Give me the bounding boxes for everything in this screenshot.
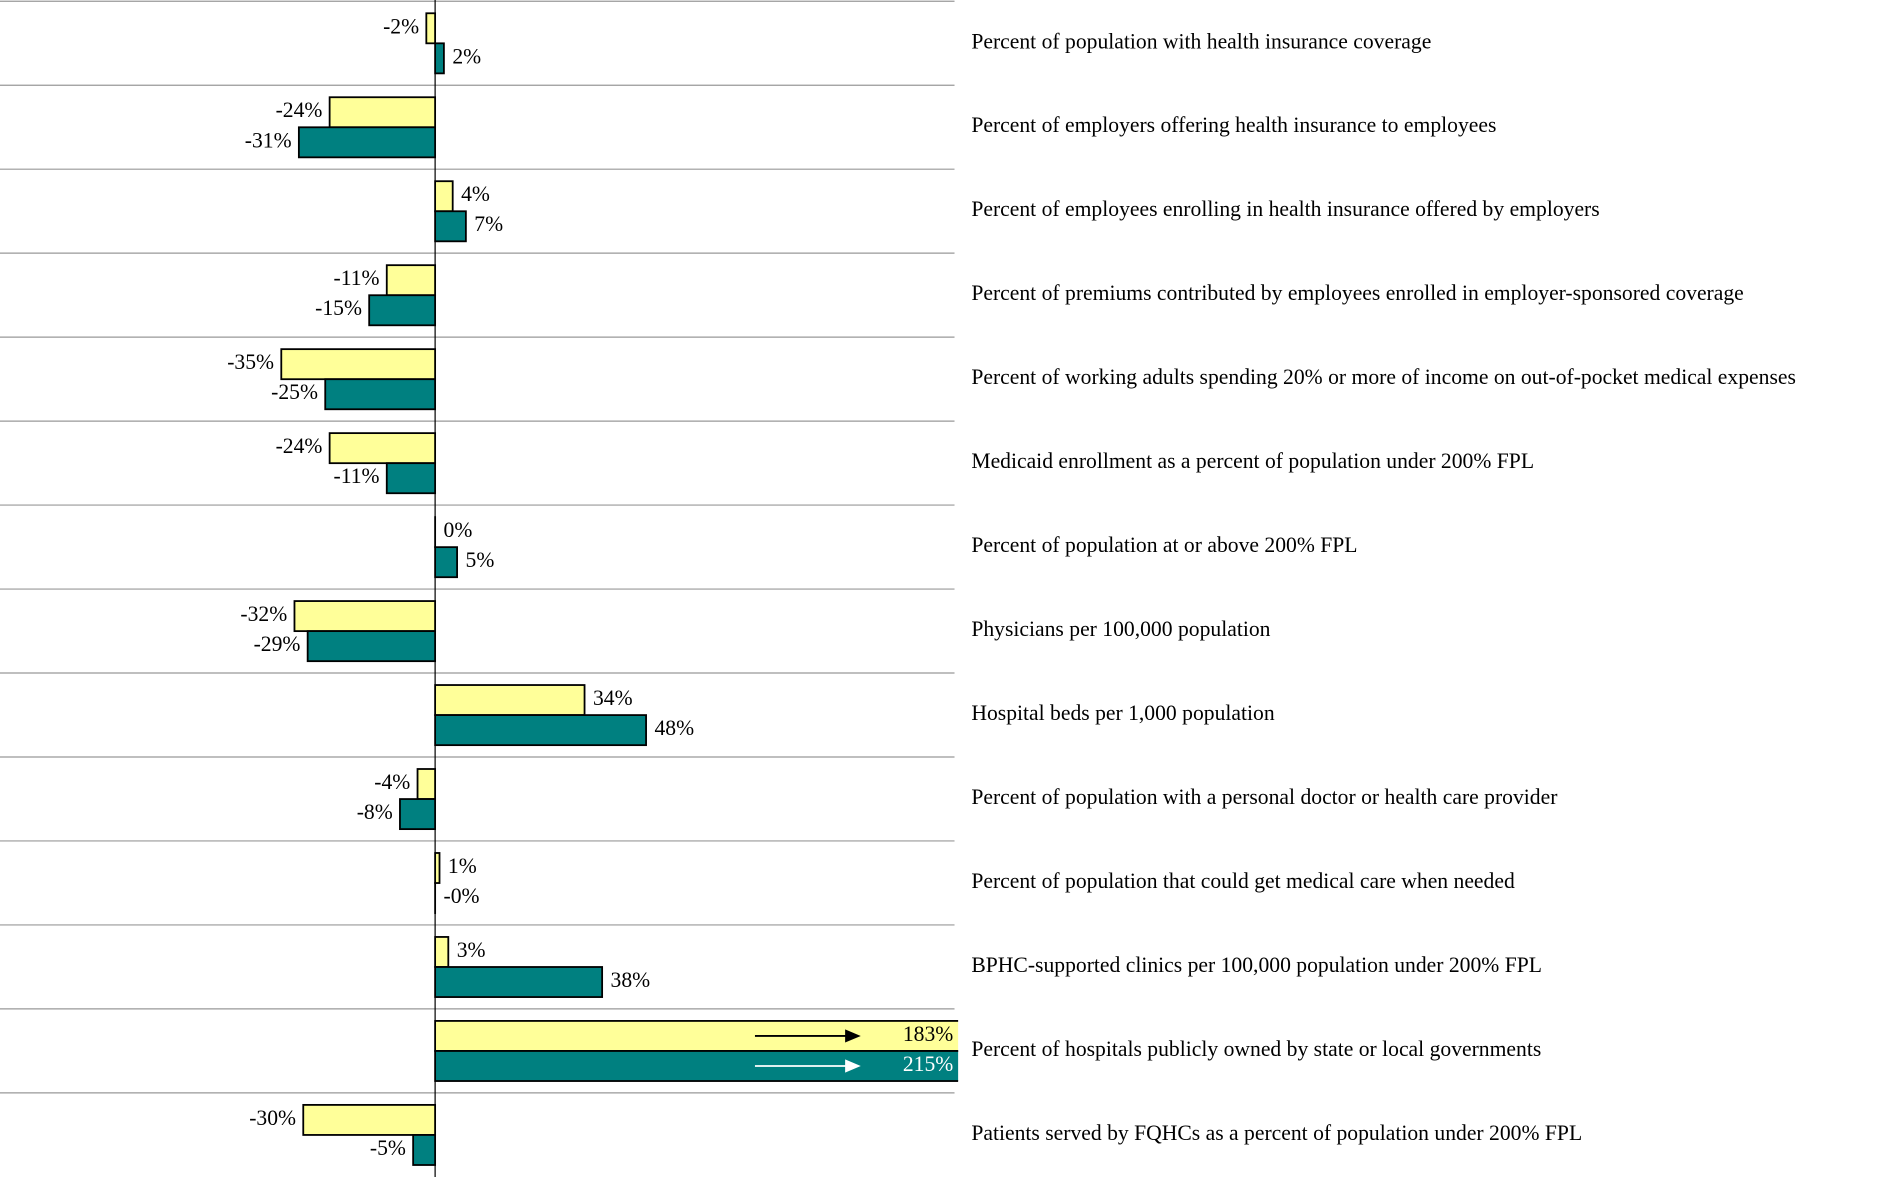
value-label: 215%: [903, 1052, 953, 1076]
bar: [434, 1020, 959, 1052]
bar: [434, 714, 647, 747]
category-label: Medicaid enrollment as a percent of popu…: [971, 449, 1534, 473]
bar: [385, 462, 437, 495]
value-label: -24%: [276, 434, 323, 458]
value-label: -24%: [276, 98, 323, 122]
bar: [434, 684, 586, 716]
bar: [324, 378, 437, 411]
value-label: -35%: [227, 350, 274, 374]
value-label: 5%: [466, 548, 495, 572]
value-label: -4%: [374, 770, 410, 794]
value-label: 183%: [903, 1022, 953, 1046]
category-label: Physicians per 100,000 population: [971, 617, 1270, 641]
category-label: Percent of hospitals publicly owned by s…: [971, 1037, 1541, 1061]
value-label: -11%: [334, 266, 380, 290]
value-label: -29%: [254, 632, 301, 656]
value-label: 3%: [457, 938, 486, 962]
category-label: Percent of employers offering health ins…: [971, 113, 1496, 137]
value-label: -8%: [357, 800, 393, 824]
value-label: 48%: [654, 716, 694, 740]
value-label: -25%: [271, 380, 318, 404]
bar: [434, 180, 454, 213]
category-label: Percent of population with health insura…: [971, 29, 1431, 53]
value-label: 34%: [593, 686, 633, 710]
category-label: Percent of premiums contributed by emplo…: [971, 281, 1743, 305]
overflow-arrowhead: [845, 1029, 861, 1043]
value-label: 4%: [461, 182, 490, 206]
bar: [434, 966, 604, 998]
category-label: Hospital beds per 1,000 population: [971, 701, 1274, 725]
value-label: 0%: [444, 518, 473, 542]
category-label: Patients served by FQHCs as a percent of…: [971, 1121, 1582, 1145]
value-label: -30%: [249, 1106, 296, 1130]
bar: [328, 432, 437, 465]
value-label: -32%: [240, 602, 287, 626]
value-label: -2%: [383, 14, 419, 38]
value-label: -0%: [444, 884, 480, 908]
bar: [434, 42, 445, 75]
bar: [434, 936, 450, 968]
value-label: -31%: [245, 128, 292, 152]
value-label: 2%: [452, 44, 481, 68]
bar: [412, 1134, 437, 1166]
bar: [280, 348, 437, 381]
bar: [434, 210, 467, 243]
value-label: -11%: [334, 464, 380, 488]
category-label: BPHC-supported clinics per 100,000 popul…: [971, 953, 1542, 977]
category-label: Percent of population with a personal do…: [971, 785, 1558, 809]
bar: [399, 798, 437, 831]
category-label: Percent of employees enrolling in health…: [971, 197, 1599, 221]
overflow-arrowhead: [845, 1059, 861, 1073]
category-label: Percent of population at or above 200% F…: [971, 533, 1357, 557]
bar: [293, 600, 437, 633]
bar: [385, 264, 437, 297]
value-label: -5%: [370, 1136, 406, 1160]
value-label: 7%: [474, 212, 503, 236]
bar: [425, 12, 437, 45]
value-label: 38%: [611, 968, 651, 992]
category-label: Percent of population that could get med…: [971, 869, 1515, 893]
bar: [434, 1050, 959, 1082]
bar: [328, 96, 437, 129]
value-label: -15%: [315, 296, 362, 320]
bar: [297, 126, 437, 159]
bar: [306, 630, 437, 663]
value-label: 1%: [448, 854, 477, 878]
bar: [434, 852, 441, 884]
plot-area: [280, 12, 959, 1166]
bar: [368, 294, 437, 327]
bar: [302, 1103, 437, 1136]
category-label: Percent of working adults spending 20% o…: [971, 365, 1796, 389]
bar: [434, 546, 458, 579]
bar: [416, 768, 437, 800]
